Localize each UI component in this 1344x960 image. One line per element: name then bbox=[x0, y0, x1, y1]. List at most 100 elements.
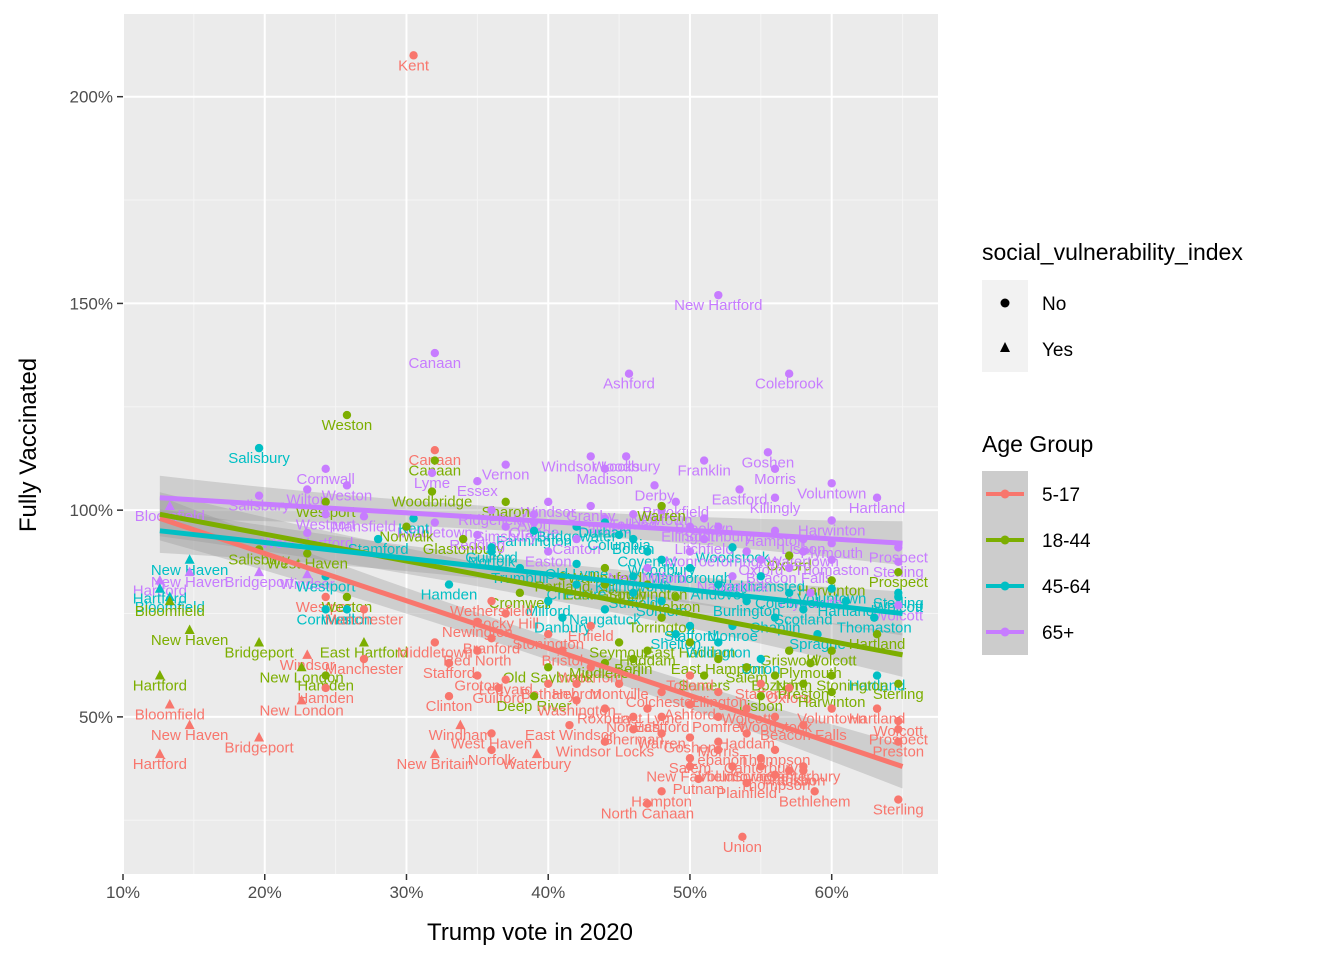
data-point-circle bbox=[473, 671, 482, 680]
point-label: Hartland bbox=[849, 500, 906, 517]
data-point-circle bbox=[756, 762, 766, 771]
legend: social_vulnerability_index No Yes Age Gr… bbox=[982, 239, 1243, 655]
color-legend-title: Age Group bbox=[982, 431, 1093, 457]
data-point-circle bbox=[487, 547, 496, 556]
point-label: Middlefield bbox=[569, 665, 641, 682]
data-point-circle bbox=[714, 712, 723, 722]
point-label: Hebron bbox=[552, 686, 601, 703]
data-point-circle bbox=[544, 497, 553, 507]
data-point-circle bbox=[458, 534, 468, 544]
point-label: Eastford bbox=[712, 491, 768, 508]
point-label: Thompson bbox=[740, 777, 811, 794]
point-label: New Haven bbox=[151, 727, 229, 744]
point-label: Guilford bbox=[472, 690, 525, 707]
data-point-circle bbox=[799, 547, 808, 556]
data-point-circle bbox=[321, 510, 330, 519]
data-point-circle bbox=[430, 518, 440, 527]
data-point-circle bbox=[770, 671, 780, 680]
data-point-circle bbox=[487, 505, 496, 515]
data-point-circle bbox=[699, 671, 709, 680]
trend-line bbox=[159, 511, 904, 658]
data-point-circle bbox=[685, 700, 695, 709]
point-label: Goshen bbox=[742, 454, 795, 471]
data-point-circle bbox=[515, 588, 525, 598]
data-point-circle bbox=[728, 762, 737, 771]
data-point-circle bbox=[572, 534, 581, 544]
data-point-circle bbox=[827, 704, 836, 713]
data-point-circle bbox=[494, 683, 503, 693]
point-label: Westport bbox=[296, 578, 357, 595]
data-point-circle bbox=[728, 572, 737, 581]
data-point-circle bbox=[742, 778, 751, 788]
point-label: New Fairfield bbox=[646, 769, 734, 786]
point-label: Deep River bbox=[497, 698, 572, 715]
data-point-circle bbox=[784, 563, 794, 573]
data-point-circle bbox=[600, 737, 610, 746]
point-label: Voluntown bbox=[797, 711, 866, 728]
data-point-circle bbox=[444, 580, 454, 589]
data-point-circle bbox=[685, 638, 695, 647]
data-point-circle bbox=[657, 555, 666, 564]
point-label: East Hampton bbox=[671, 661, 766, 678]
point-label: Scotland bbox=[774, 611, 832, 628]
x-tick-label: 40% bbox=[531, 883, 565, 902]
data-point-circle bbox=[629, 654, 638, 664]
trend-line bbox=[159, 528, 903, 617]
data-point-circle bbox=[650, 481, 659, 490]
point-label: Weston bbox=[322, 611, 373, 628]
data-point-circle bbox=[572, 559, 581, 569]
data-point-circle bbox=[894, 601, 903, 610]
point-label: Bridgeport bbox=[224, 740, 294, 757]
data-point-circle bbox=[430, 638, 440, 647]
shape-legend-label-yes: Yes bbox=[1042, 340, 1073, 361]
data-point-circle bbox=[806, 658, 815, 668]
point-label: East Hartford bbox=[320, 644, 408, 661]
data-point-circle bbox=[742, 704, 751, 713]
point-label: Marlborough bbox=[648, 570, 732, 587]
data-point-circle bbox=[841, 596, 851, 606]
data-point-circle bbox=[529, 526, 539, 536]
point-label: Madison bbox=[577, 471, 634, 488]
point-label: Union bbox=[723, 839, 762, 856]
point-label: Pomfret bbox=[692, 719, 745, 736]
data-point-circle bbox=[657, 712, 666, 722]
point-label: Kent bbox=[398, 520, 430, 537]
data-point-circle bbox=[473, 477, 482, 486]
point-label: Ashford bbox=[664, 706, 716, 723]
data-point-circle bbox=[827, 584, 836, 593]
point-label: Cornwall bbox=[297, 611, 355, 628]
point-label: Lyme bbox=[414, 475, 450, 492]
data-point-circle bbox=[321, 592, 330, 602]
point-label: New Haven bbox=[151, 632, 229, 649]
data-point-circle bbox=[714, 580, 723, 589]
data-point-circle bbox=[529, 510, 539, 519]
point-label: Middletown bbox=[397, 644, 473, 661]
data-point-triangle bbox=[254, 732, 265, 742]
point-label: Warren bbox=[637, 508, 686, 525]
point-label: Griswold bbox=[760, 653, 818, 670]
data-point-circle bbox=[827, 646, 836, 655]
data-point-circle bbox=[784, 588, 794, 598]
data-point-circle bbox=[685, 754, 695, 763]
data-point-circle bbox=[342, 592, 352, 602]
data-point-circle bbox=[894, 737, 903, 746]
point-label: Putnam bbox=[673, 781, 725, 798]
point-label: Windsor bbox=[280, 576, 335, 593]
data-point-circle bbox=[657, 501, 666, 511]
data-point-circle bbox=[473, 646, 482, 655]
data-point-circle bbox=[544, 547, 553, 556]
point-label: East Windsor bbox=[525, 727, 614, 744]
data-point-circle bbox=[714, 745, 723, 755]
data-point-circle bbox=[894, 592, 903, 602]
data-point-circle bbox=[342, 481, 352, 490]
data-point-circle bbox=[806, 588, 815, 598]
point-label: Canterbury bbox=[766, 769, 841, 786]
data-point-circle bbox=[728, 543, 737, 552]
point-label: Haddam bbox=[718, 735, 775, 752]
y-tick-label: 200% bbox=[70, 88, 113, 107]
point-label: Bloomfield bbox=[135, 603, 205, 620]
point-label: Woodstock bbox=[696, 549, 770, 566]
data-point-circle bbox=[321, 683, 330, 693]
data-point-circle bbox=[402, 522, 411, 531]
data-point-circle bbox=[870, 613, 879, 622]
